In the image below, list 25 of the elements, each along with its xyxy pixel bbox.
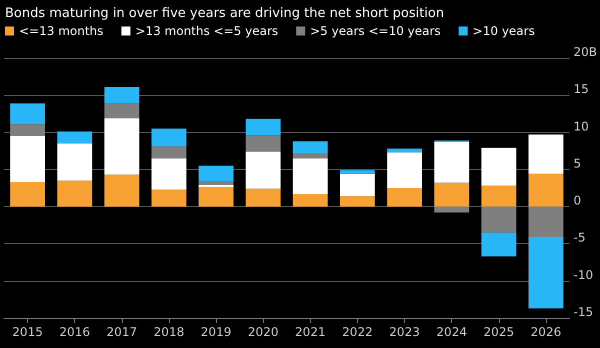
legend-label: <=13 months — [19, 24, 104, 38]
legend-label: >5 years <=10 years — [310, 24, 441, 38]
legend-label: >13 months <=5 years — [135, 24, 278, 38]
chart-title: Bonds maturing in over five years are driving the net short position — [5, 6, 444, 21]
y-tick-label: 20B — [574, 45, 598, 59]
legend-label: >10 years — [472, 24, 535, 38]
x-tick-label: 2023 — [389, 325, 420, 339]
x-tick-label: 2016 — [59, 325, 90, 339]
y-tick-label: -15 — [574, 305, 594, 319]
x-tick-label: 2021 — [295, 325, 326, 339]
y-tick-label: -5 — [574, 230, 586, 245]
y-tick-label: 15 — [574, 82, 589, 96]
y-tick-label: 0 — [574, 194, 582, 208]
x-tick-label: 2018 — [154, 325, 184, 339]
x-tick-label: 2015 — [12, 325, 43, 339]
x-tick-label: 2022 — [342, 325, 373, 339]
y-tick-label: 10 — [574, 119, 589, 134]
x-tick-label: 2017 — [106, 325, 138, 339]
y-tick-label: -10 — [574, 268, 594, 282]
x-tick-label: 2025 — [484, 325, 514, 339]
x-tick-label: 2020 — [248, 325, 278, 339]
y-tick-label: 5 — [574, 156, 582, 170]
x-tick-label: 2019 — [200, 325, 232, 339]
x-tick-label: 2026 — [530, 325, 562, 339]
x-tick-label: 2024 — [436, 325, 467, 339]
